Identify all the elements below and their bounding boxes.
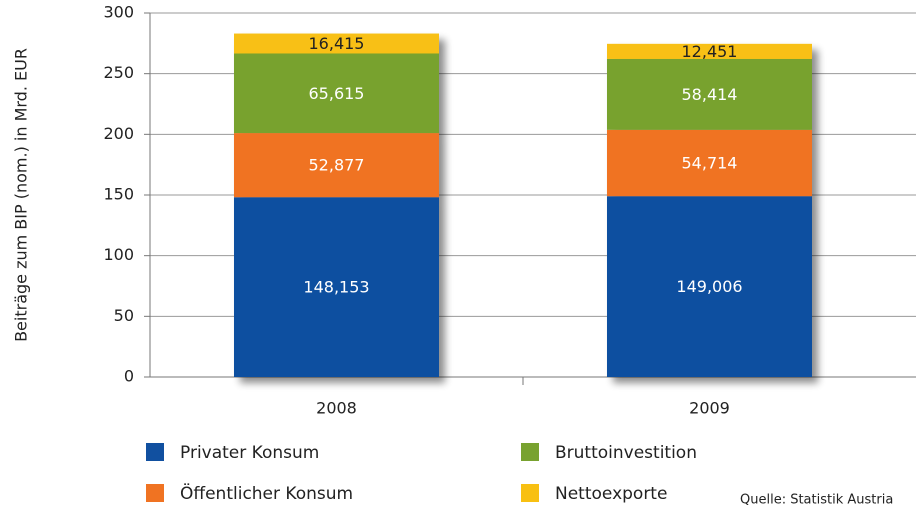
legend-label: Nettoexporte: [555, 484, 667, 504]
data-label: 148,153: [303, 278, 369, 297]
bar: [607, 129, 812, 197]
data-label: 54,714: [682, 154, 738, 173]
y-tick-label: 300: [103, 3, 134, 22]
data-label: 149,006: [676, 277, 742, 296]
legend-swatch: [146, 443, 164, 461]
data-label: 16,415: [309, 34, 365, 53]
bar: [234, 33, 439, 54]
bar: [607, 43, 812, 59]
legend-swatch: [521, 443, 539, 461]
data-label: 65,615: [309, 84, 365, 103]
legend-label: Öffentlicher Konsum: [180, 482, 353, 504]
bar: [234, 53, 439, 134]
y-tick-label: 200: [103, 124, 134, 143]
bar: [234, 133, 439, 198]
y-tick-label: 100: [103, 245, 134, 264]
y-axis-label: Beiträge zum BIP (nom.) in Mrd. EUR: [12, 48, 31, 342]
y-tick-label: 0: [124, 367, 134, 386]
bar-stack: [234, 33, 439, 377]
bar: [234, 197, 439, 377]
legend-swatch: [521, 484, 539, 502]
y-tick-label: 50: [114, 306, 134, 325]
data-label: 52,877: [309, 156, 365, 175]
data-label: 12,451: [682, 42, 738, 61]
bar: [607, 58, 812, 130]
data-label: 58,414: [682, 85, 738, 104]
x-tick-label: 2009: [689, 399, 730, 418]
bar-stack: [607, 43, 812, 377]
bar: [607, 196, 812, 377]
legend-swatch: [146, 484, 164, 502]
x-tick-label: 2008: [316, 399, 357, 418]
y-tick-label: 250: [103, 63, 134, 82]
source: Quelle: Statistik Austria: [740, 493, 893, 508]
legend-label: Bruttoinvestition: [555, 443, 697, 463]
y-tick-label: 150: [103, 185, 134, 204]
legend-label: Privater Konsum: [180, 443, 319, 463]
